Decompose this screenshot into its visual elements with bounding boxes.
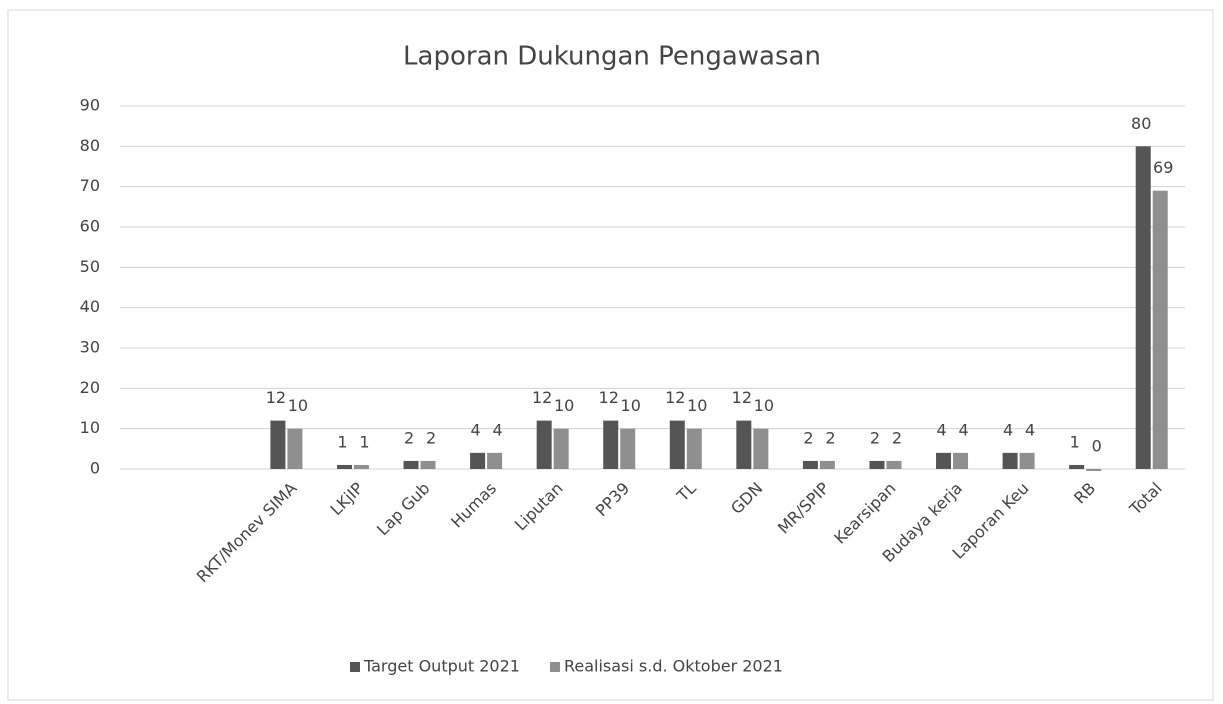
data-label: 4 <box>958 420 968 439</box>
data-label: 1 <box>359 432 369 451</box>
bar <box>270 420 286 469</box>
bar <box>953 452 969 469</box>
y-tick-label: 70 <box>80 176 100 195</box>
y-tick-label: 40 <box>80 297 100 316</box>
bar <box>536 420 552 469</box>
data-label: 4 <box>1003 420 1013 439</box>
bar <box>1135 146 1151 470</box>
bar <box>686 428 702 469</box>
bar <box>336 464 352 469</box>
y-tick-label: 30 <box>80 338 100 357</box>
bar <box>1086 469 1102 471</box>
data-label: 12 <box>599 388 619 407</box>
y-tick-label: 80 <box>80 136 100 155</box>
legend-label: Target Output 2021 <box>363 657 520 676</box>
data-label: 2 <box>404 428 414 447</box>
bar <box>603 420 619 469</box>
data-label: 12 <box>665 388 685 407</box>
data-label: 2 <box>825 428 835 447</box>
y-tick-label: 20 <box>80 378 100 397</box>
legend-swatch <box>350 662 360 672</box>
y-tick-label: 90 <box>80 96 100 115</box>
bar <box>553 428 569 469</box>
bar <box>353 464 369 469</box>
bar <box>936 452 952 469</box>
data-label: 12 <box>532 388 552 407</box>
bar <box>470 452 486 469</box>
bar <box>1019 452 1035 469</box>
data-label: 4 <box>493 420 503 439</box>
bar <box>1069 464 1085 469</box>
bar <box>886 460 902 469</box>
bar <box>1002 452 1018 469</box>
data-label: 12 <box>732 388 752 407</box>
bar <box>403 460 419 469</box>
bar <box>287 428 303 469</box>
data-label: 10 <box>687 396 707 415</box>
data-label: 10 <box>554 396 574 415</box>
bar <box>869 460 885 469</box>
bar <box>802 460 818 469</box>
bar <box>819 460 835 469</box>
legend-swatch <box>549 662 560 672</box>
data-label: 4 <box>1025 420 1035 439</box>
data-label: 2 <box>803 428 813 447</box>
data-label: 12 <box>266 388 286 407</box>
bar <box>487 452 503 469</box>
data-label: 2 <box>870 428 880 447</box>
legend-label: Realisasi s.d. Oktober 2021 <box>564 657 783 676</box>
chart-title: Laporan Dukungan Pengawasan <box>403 42 821 72</box>
data-label: 2 <box>426 428 436 447</box>
y-tick-label: 50 <box>80 257 100 276</box>
data-label: 1 <box>1070 432 1080 451</box>
data-label: 4 <box>471 420 481 439</box>
data-label: 1 <box>337 432 347 451</box>
data-label: 4 <box>936 420 946 439</box>
y-tick-label: 10 <box>80 418 100 437</box>
bar <box>620 428 636 469</box>
bar <box>736 420 752 469</box>
y-tick-label: 60 <box>80 217 100 236</box>
data-label: 10 <box>288 396 308 415</box>
bar <box>1152 190 1168 469</box>
bar <box>753 428 769 469</box>
data-label: 2 <box>892 428 902 447</box>
data-label: 0 <box>1092 437 1102 456</box>
y-tick-label: 0 <box>90 459 100 478</box>
data-label: 10 <box>621 396 641 415</box>
bar <box>420 460 436 469</box>
bar <box>669 420 685 469</box>
chart-frame <box>7 9 1214 701</box>
data-label: 69 <box>1153 158 1173 177</box>
data-label: 80 <box>1131 114 1151 133</box>
data-label: 10 <box>754 396 774 415</box>
